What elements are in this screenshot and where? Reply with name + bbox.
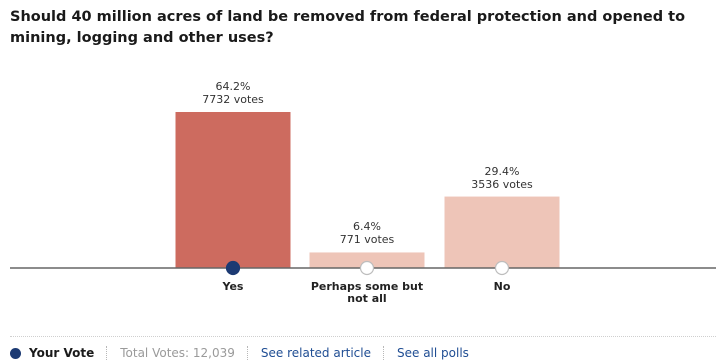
votes-label: 7732 votes: [202, 93, 264, 106]
category-label-1: Perhaps some but not all: [302, 281, 432, 305]
total-votes: Total Votes: 12,039: [120, 346, 235, 360]
bar-1: [309, 252, 425, 268]
category-label-line: not all: [347, 292, 387, 305]
category-label-line: Perhaps some but: [310, 280, 424, 293]
see-all-polls-link[interactable]: See all polls: [397, 346, 469, 360]
percent-label: 6.4%: [353, 220, 381, 234]
footer-separator: [106, 346, 108, 360]
data-label-0: 64.2% 7732 votes: [178, 80, 288, 106]
votes-label: 771 votes: [339, 233, 395, 247]
percent-label: 29.4%: [484, 164, 520, 178]
footer-separator: [246, 346, 249, 360]
category-label-line: Yes: [222, 280, 244, 293]
vote-option-radio-1[interactable]: [359, 260, 375, 276]
bar-0: [175, 112, 291, 268]
footer-divider: [10, 336, 716, 337]
category-label-0: Yes: [168, 281, 298, 293]
vote-option-radio-0[interactable]: [225, 260, 241, 276]
poll-question: Should 40 million acres of land be remov…: [10, 9, 686, 46]
see-related-article-link[interactable]: See related article: [260, 346, 371, 360]
your-vote-label: Your Vote: [29, 346, 95, 360]
category-label-2: No: [437, 281, 567, 293]
bar-2: [444, 196, 560, 268]
data-label-1: 6.4% 771 votes: [312, 220, 422, 246]
percent-label: 64.2%: [215, 80, 251, 93]
votes-label: 3536 votes: [471, 177, 533, 191]
poll-footer: Your Vote Total Votes: 12,039 See relate…: [10, 345, 469, 361]
vote-option-radio-2[interactable]: [494, 260, 510, 276]
data-label-2: 29.4% 3536 votes: [447, 165, 557, 191]
footer-separator: [383, 346, 385, 360]
poll-bar-chart: [10, 112, 716, 276]
category-label-line: No: [493, 280, 511, 293]
your-vote-marker-icon: [10, 347, 21, 359]
